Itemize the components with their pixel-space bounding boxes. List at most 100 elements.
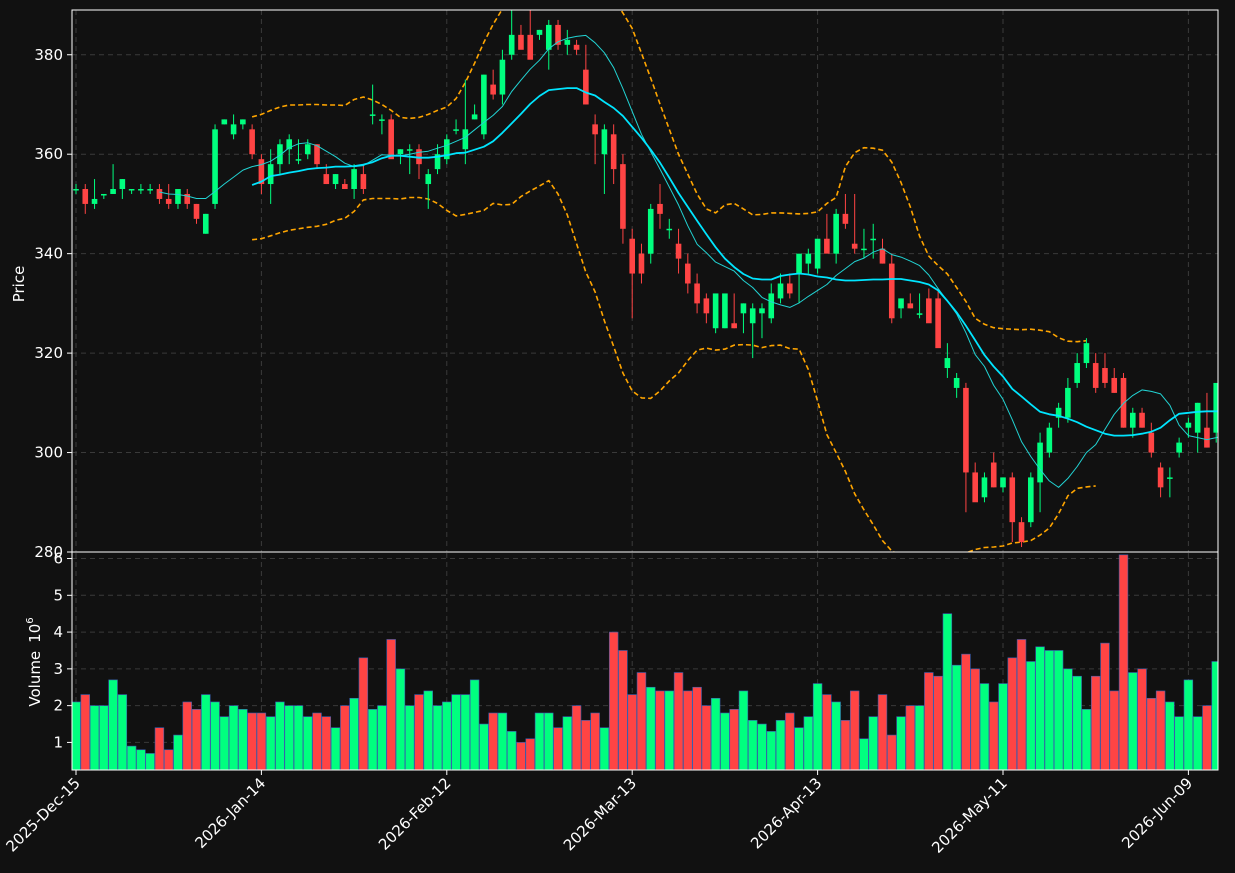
volume-bar — [1211, 661, 1218, 770]
volume-bar — [618, 650, 628, 770]
volume-bar — [664, 690, 674, 770]
candle-body — [712, 293, 719, 329]
price-tick-label: 340 — [34, 245, 63, 263]
candle-body — [944, 358, 951, 369]
volume-bar — [683, 690, 693, 770]
candle-body — [814, 238, 821, 269]
volume-bar — [423, 690, 433, 770]
volume-bar — [757, 723, 767, 770]
candle-body — [119, 179, 126, 190]
candle-body — [842, 213, 849, 224]
volume-bar — [636, 672, 647, 770]
volume-bar — [887, 734, 897, 770]
candle-body — [499, 59, 506, 95]
candle-body — [425, 174, 432, 185]
candle-body — [490, 84, 496, 95]
candle-body — [926, 298, 932, 324]
volume-bar — [488, 712, 498, 770]
volume-bar — [766, 731, 776, 770]
volume-bar — [405, 705, 415, 770]
volume-bar — [599, 727, 610, 770]
candle-body — [740, 303, 747, 314]
volume-bar — [859, 738, 869, 770]
bollinger-lower-line — [252, 179, 1096, 552]
candle-body — [888, 263, 895, 319]
candle-body — [175, 189, 181, 204]
candle-body — [147, 189, 153, 191]
candle-body — [1092, 363, 1099, 388]
volume-bar — [72, 701, 81, 770]
volume-tick-label: 3 — [53, 660, 63, 678]
volume-tick-label: 4 — [53, 623, 63, 641]
volume-y-ticks: 1 2 3 4 5 6 — [53, 550, 72, 751]
candle-body — [221, 119, 228, 125]
volume-bar — [386, 639, 396, 770]
volume-bar — [1174, 716, 1184, 770]
bollinger-bands — [251, 10, 1096, 552]
candle-body — [592, 124, 598, 135]
volume-bar — [525, 738, 535, 770]
volume-bar — [738, 690, 749, 770]
volume-bar — [293, 705, 304, 770]
candle-body — [323, 174, 330, 185]
candle-body — [342, 184, 348, 190]
volume-bar — [247, 712, 257, 770]
candle-body — [351, 169, 357, 190]
volume-bar — [1137, 668, 1147, 770]
candle-body — [685, 263, 691, 284]
volume-bar — [979, 683, 990, 770]
price-tick-label: 360 — [34, 145, 63, 163]
volume-bar — [1016, 639, 1027, 770]
candle-body — [453, 129, 459, 131]
candle-body — [583, 69, 589, 105]
volume-bar — [998, 683, 1008, 770]
candle-body — [360, 174, 367, 190]
candle-body — [1139, 412, 1145, 428]
volume-axis-multiplier: 10 — [26, 624, 44, 643]
volume-tick-label: 5 — [53, 586, 63, 604]
price-panel — [73, 10, 1218, 552]
volume-bar — [729, 709, 739, 770]
candle-body — [1009, 477, 1016, 523]
candle-body — [202, 213, 209, 234]
volume-bar — [414, 694, 424, 770]
volume-bar — [1053, 650, 1064, 770]
volume-bar — [126, 745, 137, 770]
candle-body — [91, 198, 98, 204]
volume-bar — [1044, 650, 1055, 770]
volume-bar — [330, 727, 341, 770]
volume-bar — [581, 720, 591, 770]
volume-bar — [442, 701, 452, 770]
candle-body — [703, 298, 710, 314]
candle-body — [861, 248, 867, 251]
volume-bar — [914, 705, 925, 770]
candle-body — [397, 149, 404, 155]
candle-body — [184, 193, 191, 204]
volume-bar — [803, 716, 814, 770]
candle-body — [481, 74, 487, 135]
volume-bar — [516, 742, 526, 770]
volume-bar — [544, 712, 554, 770]
volume-bar — [822, 694, 832, 770]
volume-bar — [1081, 709, 1092, 770]
candle-body — [388, 119, 394, 160]
candle-body — [629, 238, 635, 274]
volume-bar — [553, 727, 563, 770]
volume-bar — [284, 705, 294, 770]
candle-body — [1176, 442, 1182, 453]
candle-body — [1129, 412, 1136, 428]
volume-bar — [367, 709, 378, 770]
price-tick-label: 300 — [34, 444, 63, 462]
volume-bar — [210, 701, 220, 770]
volume-tick-label: 2 — [53, 697, 63, 715]
volume-bar — [191, 709, 202, 770]
volume-bar — [748, 720, 758, 770]
candle-body — [759, 308, 765, 314]
candle-body — [573, 44, 580, 50]
volume-bar — [1109, 690, 1119, 770]
price-axis-title: Price — [10, 266, 28, 303]
candle-body — [1000, 477, 1006, 488]
volume-bar — [562, 716, 573, 770]
volume-bar — [849, 690, 860, 770]
